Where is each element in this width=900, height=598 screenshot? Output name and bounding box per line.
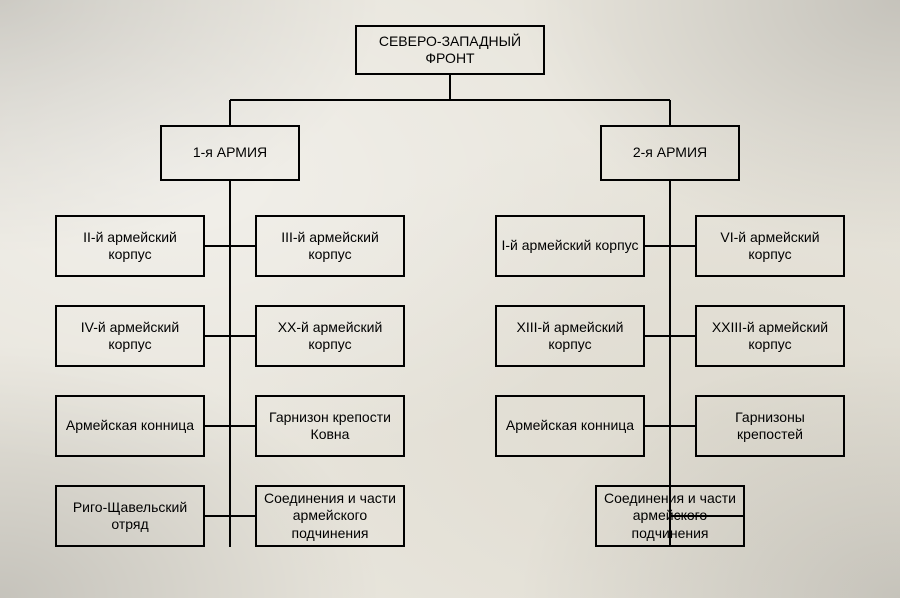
node-a1l1: II-й армейский корпус (55, 215, 205, 277)
node-a1r1: III-й армейский корпус (255, 215, 405, 277)
node-a2r3: Гарнизоны крепостей (695, 395, 845, 457)
node-army2: 2-я АРМИЯ (600, 125, 740, 181)
node-a2l1: I-й армейский корпус (495, 215, 645, 277)
node-root: СЕВЕРО-ЗАПАДНЫЙ ФРОНТ (355, 25, 545, 75)
node-a2l3: Армейская конница (495, 395, 645, 457)
node-a1r2: XX-й армейский корпус (255, 305, 405, 367)
node-a1l2: IV-й армейский корпус (55, 305, 205, 367)
node-army1: 1-я АРМИЯ (160, 125, 300, 181)
node-a1l4: Риго-Щавельский отряд (55, 485, 205, 547)
node-a2r2: XXIII-й армейский корпус (695, 305, 845, 367)
node-a1r4: Соединения и части армейского подчинения (255, 485, 405, 547)
node-a2b: Соединения и части армейского подчинения (595, 485, 745, 547)
node-a2l2: XIII-й армейский корпус (495, 305, 645, 367)
node-a1r3: Гарнизон крепости Ковна (255, 395, 405, 457)
node-a2r1: VI-й армейский корпус (695, 215, 845, 277)
node-a1l3: Армейская конница (55, 395, 205, 457)
